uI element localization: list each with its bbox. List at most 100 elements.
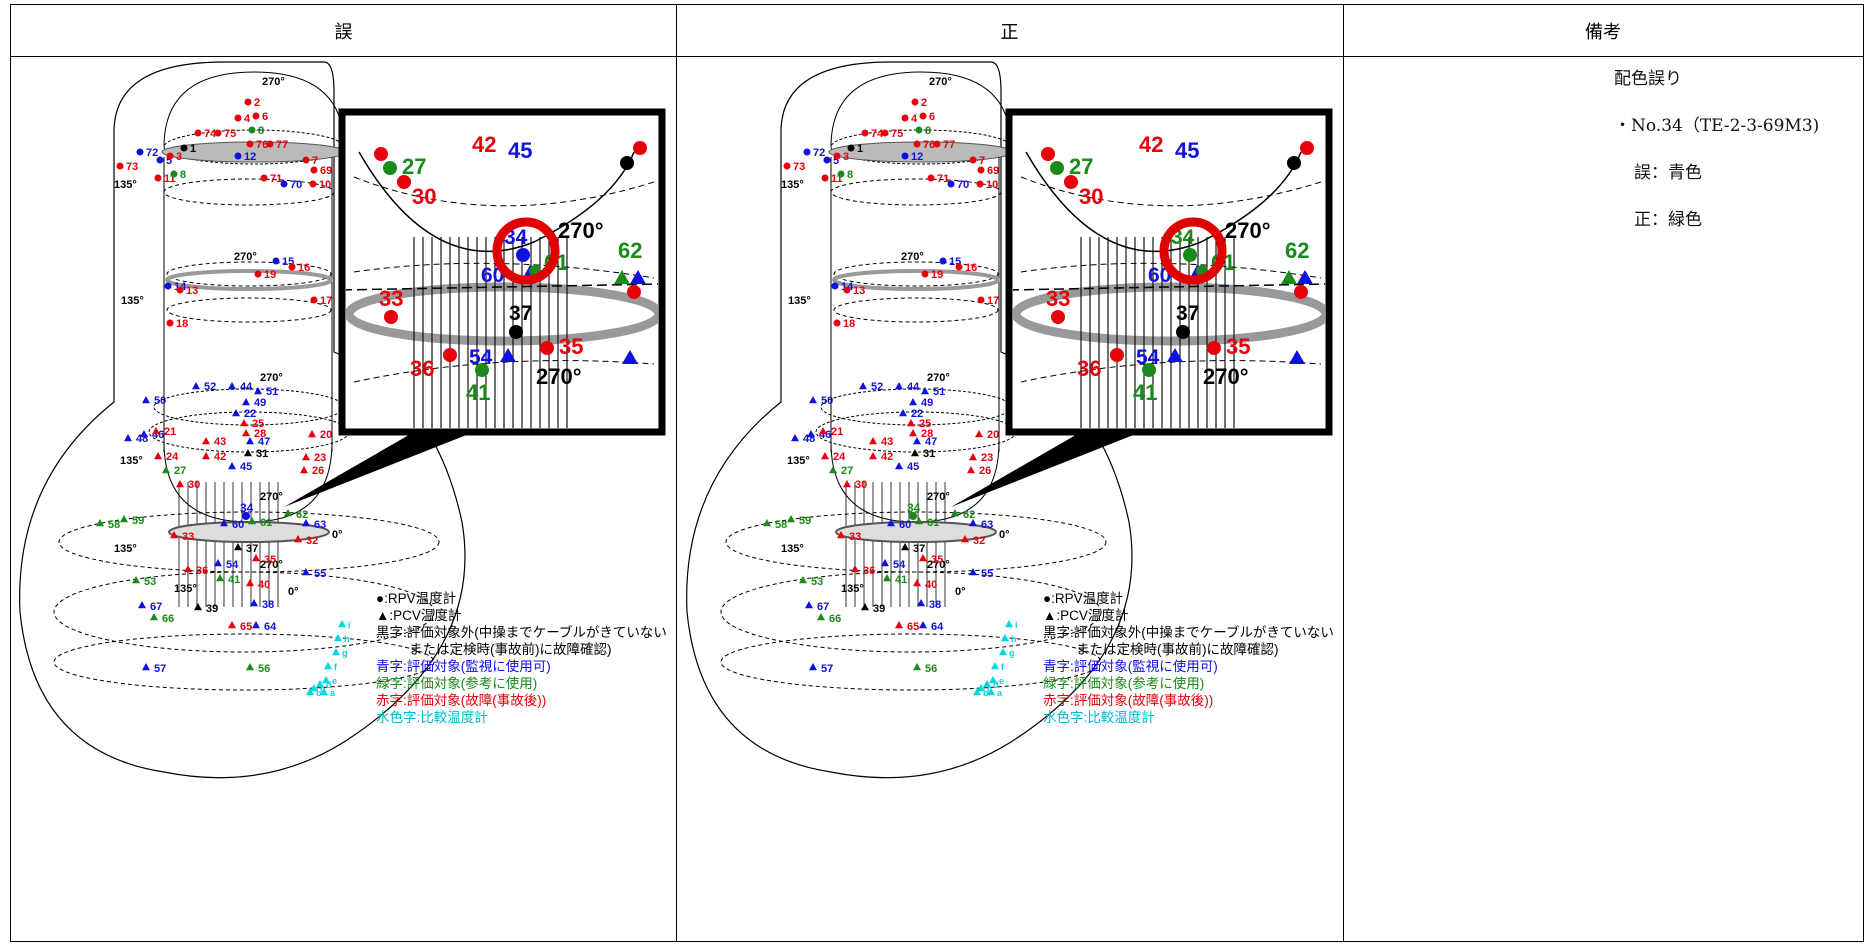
rpv-thermometer-dot bbox=[921, 270, 929, 278]
thermometer-number: 76 bbox=[256, 139, 268, 151]
pcv-thermometer-triangle bbox=[244, 449, 252, 457]
thermometer-number: 59 bbox=[132, 515, 144, 527]
zoom-dot bbox=[509, 325, 523, 339]
thermometer-number: 28 bbox=[921, 428, 933, 440]
rpv-diagram-right: 270°135°270°135°270°135°270°0°135°270°13… bbox=[686, 61, 1333, 779]
angle-label: 0° bbox=[955, 586, 966, 598]
legend-black-2: または定検時(事故前)に故障確認) bbox=[409, 642, 612, 657]
thermometer-number: 23 bbox=[981, 452, 993, 464]
thermometer-number: 58 bbox=[775, 519, 787, 531]
thermometer-number: 8 bbox=[925, 125, 931, 137]
thermometer-number: 7 bbox=[312, 155, 318, 167]
angle-label: 135° bbox=[788, 295, 811, 307]
thermometer-number: 6 bbox=[929, 111, 935, 123]
comparison-letter: b bbox=[983, 688, 989, 698]
thermometer-number: 77 bbox=[943, 139, 955, 151]
rpv-thermometer-dot bbox=[915, 126, 923, 134]
rpv-thermometer-dot bbox=[823, 156, 831, 164]
comparison-letter: h bbox=[1011, 634, 1017, 644]
callout-pointer bbox=[951, 432, 1141, 507]
thermometer-number: 73 bbox=[793, 161, 805, 173]
thermometer-number: 30 bbox=[188, 479, 200, 491]
zoom-label: 30 bbox=[1079, 184, 1103, 209]
angle-label: 135° bbox=[120, 455, 143, 467]
thermometer-number: 66 bbox=[162, 613, 174, 625]
highlight-circle-34 bbox=[492, 217, 560, 285]
angle-label: 270° bbox=[901, 251, 924, 263]
thermometer-number: 54 bbox=[893, 559, 906, 571]
pcv-thermometer-triangle bbox=[819, 427, 827, 435]
rpv-thermometer-dot bbox=[803, 148, 811, 156]
thermometer-number: 47 bbox=[925, 436, 937, 448]
rpv-thermometer-dot bbox=[266, 140, 274, 148]
pcv-thermometer-triangle bbox=[302, 453, 310, 461]
legend-green: 緑字:評価対象(参考に使用) bbox=[1043, 676, 1205, 691]
pcv-thermometer-triangle bbox=[851, 565, 859, 573]
thermometer-number: 13 bbox=[853, 285, 865, 297]
thermometer-number: 37 bbox=[913, 543, 925, 555]
thermometer-number: 22 bbox=[244, 408, 256, 420]
rpv-thermometer-dot bbox=[833, 319, 841, 327]
zoom-tri bbox=[614, 270, 630, 284]
thermometer-number: 74 bbox=[871, 128, 884, 140]
pcv-thermometer-triangle bbox=[216, 574, 224, 582]
thermometer-number: 70 bbox=[957, 179, 969, 191]
pcv-thermometer-triangle bbox=[320, 688, 328, 696]
thermometer-number: 44 bbox=[240, 381, 253, 393]
pcv-thermometer-triangle bbox=[843, 480, 851, 488]
pcv-thermometer-triangle bbox=[332, 648, 340, 656]
angle-label: 0° bbox=[999, 529, 1010, 541]
rpv-thermometer-dot bbox=[166, 152, 174, 160]
thermometer-number: 41 bbox=[895, 574, 907, 586]
thermometer-number: 20 bbox=[987, 429, 999, 441]
rpv-thermometer-dot bbox=[246, 140, 254, 148]
zoom-label: 42 bbox=[472, 132, 496, 157]
thermometer-number: 17 bbox=[987, 295, 999, 307]
comparison-letter: b bbox=[316, 688, 322, 698]
rpv-thermometer-dot bbox=[116, 162, 124, 170]
comparison-letter: d bbox=[993, 680, 999, 690]
thermometer-number: 77 bbox=[276, 139, 288, 151]
pcv-thermometer-triangle bbox=[973, 688, 981, 696]
thermometer-number: 24 bbox=[166, 451, 179, 463]
thermometer-number: 50 bbox=[154, 395, 166, 407]
pcv-thermometer-triangle bbox=[895, 382, 903, 390]
rpv-thermometer-dot bbox=[156, 156, 164, 164]
pcv-thermometer-triangle bbox=[170, 531, 178, 539]
dashed-ring bbox=[166, 261, 332, 287]
thermometer-number: 55 bbox=[981, 568, 993, 580]
dashed-ring bbox=[830, 178, 1002, 206]
zoom-34-dot bbox=[1183, 248, 1197, 262]
thermometer-number: 35 bbox=[264, 554, 276, 566]
pedestal-ring bbox=[835, 521, 997, 543]
thermometer-number: 3 bbox=[176, 151, 182, 163]
remarks-wrong: 誤：青色 bbox=[1634, 163, 1702, 183]
pedestal-ring bbox=[168, 521, 330, 543]
rpv-ring-mid bbox=[832, 269, 1000, 291]
comparison-letter: i bbox=[1015, 620, 1018, 630]
pcv-thermometer-triangle bbox=[324, 662, 332, 670]
pcv-thermometer-triangle bbox=[869, 437, 877, 445]
comparison-letter: f bbox=[334, 662, 338, 672]
zoom-tri bbox=[1297, 270, 1313, 284]
rpv-thermometer-dot bbox=[955, 263, 963, 271]
angle-label: 135° bbox=[781, 543, 804, 555]
thermometer-number: 69 bbox=[987, 165, 999, 177]
zoom-label: 35 bbox=[1226, 334, 1250, 359]
rpv-thermometer-dot bbox=[244, 98, 252, 106]
thermometer-number: 28 bbox=[254, 428, 266, 440]
callout-pointer bbox=[284, 432, 474, 507]
pcv-thermometer-triangle bbox=[821, 452, 829, 460]
remarks-title: 配色誤り bbox=[1614, 69, 1682, 89]
thermometer-number: 72 bbox=[813, 147, 825, 159]
pcv-thermometer-triangle bbox=[787, 515, 795, 523]
thermometer-number: 75 bbox=[224, 128, 236, 140]
thermometer-number: 2 bbox=[921, 97, 927, 109]
thermometer-number: 32 bbox=[306, 535, 318, 547]
pcv-thermometer-triangle bbox=[202, 437, 210, 445]
rpv-diagram-wrong: 270°135°270°135°270°135°270°0°135°270°13… bbox=[19, 61, 666, 779]
thermometer-number: 42 bbox=[214, 451, 226, 463]
thermometer-number: 45 bbox=[907, 461, 919, 473]
pcv-thermometer-triangle bbox=[911, 449, 919, 457]
zoom-dashed-curve bbox=[1020, 176, 1322, 207]
